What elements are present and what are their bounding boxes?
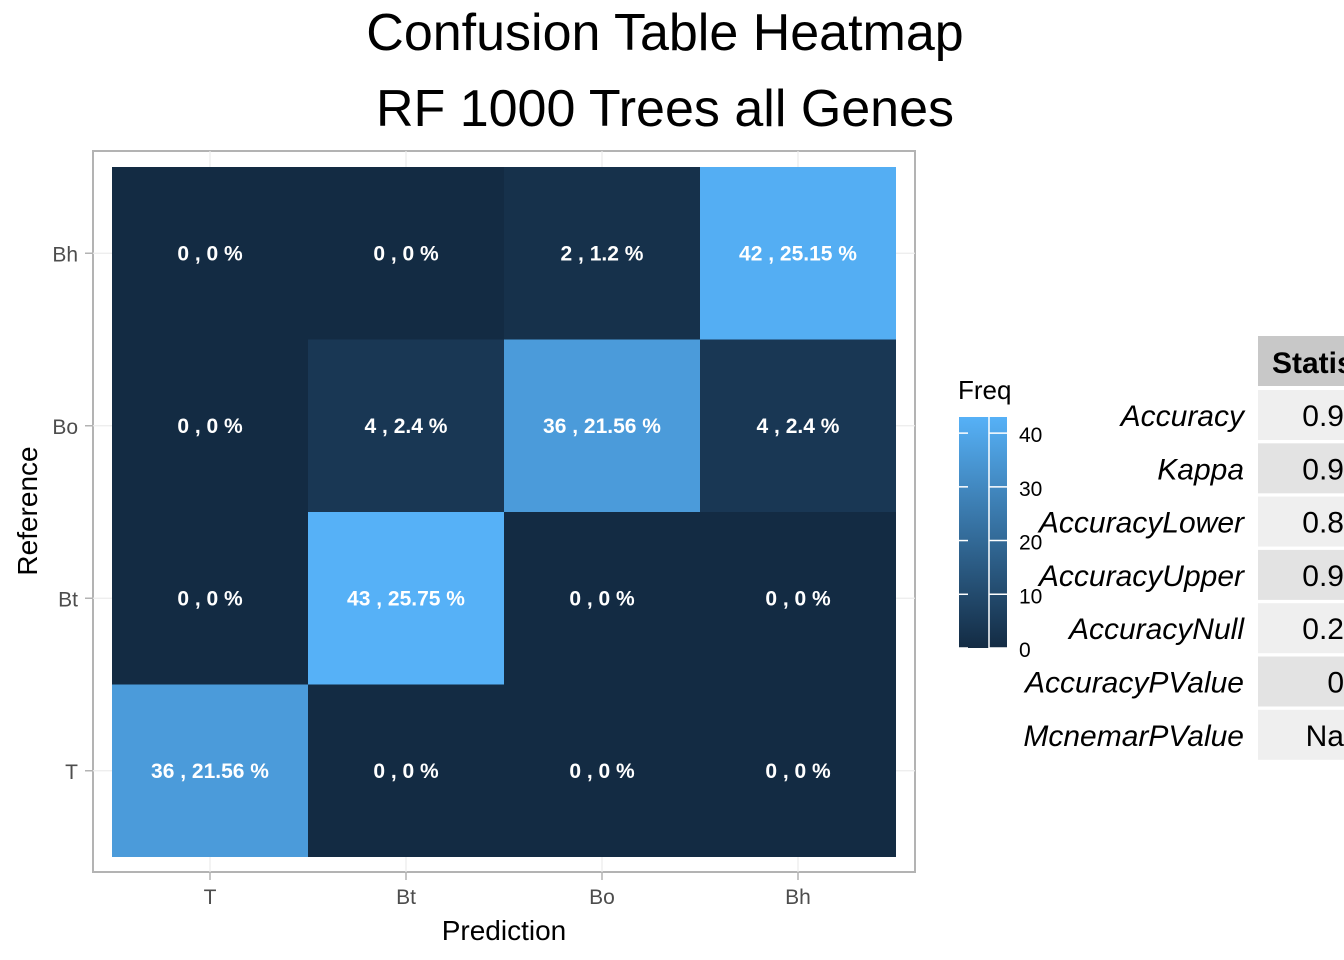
- tile-label: 0 , 0 %: [569, 587, 635, 610]
- stats-value-cell: [1258, 390, 1344, 440]
- tile-label: 4 , 2.4 %: [757, 415, 840, 438]
- chart-subtitle: RF 1000 Trees all Genes: [375, 80, 955, 138]
- legend-tick-label: 30: [1019, 478, 1042, 501]
- tile-label: 0 , 0 %: [177, 242, 243, 265]
- stats-header-cell: [1258, 336, 1344, 386]
- tile-label: 36 , 21.56 %: [543, 415, 661, 438]
- heatmap-tile: [504, 167, 700, 340]
- heatmap-tile: [504, 512, 700, 685]
- heatmap-tile: [112, 339, 308, 512]
- x-tick-label: Bt: [396, 886, 416, 909]
- stats-row-name: AccuracyUpper: [1037, 560, 1245, 593]
- heatmap-tile: [112, 512, 308, 685]
- heatmap-tile: [308, 684, 504, 857]
- tile-label: 36 , 21.56 %: [151, 760, 269, 783]
- y-tick-label: Bt: [58, 588, 78, 611]
- heatmap-tile: [700, 339, 896, 512]
- heatmap-tile: [700, 684, 896, 857]
- stats-row-name: AccuracyPValue: [1023, 667, 1244, 700]
- heatmap-tile: [700, 512, 896, 685]
- stats-row-value: 0.8: [1302, 507, 1344, 540]
- stats-value-cell: [1258, 656, 1344, 707]
- tile-label: 0 , 0 %: [177, 587, 243, 610]
- tile-label: 0 , 0 %: [765, 587, 831, 610]
- heatmap-tile: [308, 167, 504, 340]
- tile-label: 2 , 1.2 %: [561, 242, 644, 265]
- legend-tick-label: 10: [1019, 585, 1042, 608]
- stats-row-name: AccuracyLower: [1037, 507, 1245, 540]
- x-tick-label: T: [204, 886, 217, 909]
- stats-row-value: 0.9: [1302, 453, 1344, 486]
- stats-row-name: Kappa: [1157, 453, 1244, 486]
- stats-row-value: 0.2: [1302, 613, 1344, 646]
- heatmap-tile: [112, 684, 308, 857]
- heatmap-tile: [700, 167, 896, 340]
- x-tick-label: Bo: [589, 886, 615, 909]
- y-tick-label: Bh: [52, 243, 78, 266]
- stats-value-cell: [1258, 549, 1344, 600]
- y-axis-title: Reference: [12, 446, 43, 575]
- heatmap-tile: [504, 339, 700, 512]
- stats-row-name: McnemarPValue: [1023, 720, 1244, 753]
- stats-row-name: Accuracy: [1119, 400, 1246, 433]
- tile-label: 42 , 25.15 %: [739, 242, 857, 265]
- tile-label: 43 , 25.75 %: [347, 587, 465, 610]
- stats-row-value: 0: [1327, 667, 1344, 700]
- stats-row-value: 0.9: [1302, 400, 1344, 433]
- stats-value-cell: [1258, 709, 1344, 760]
- legend-colorbar: [959, 417, 1007, 648]
- stats-value-cell: [1258, 603, 1344, 654]
- legend-tick-label: 40: [1019, 424, 1042, 447]
- tile-label: 0 , 0 %: [373, 242, 439, 265]
- stats-row-value: Na: [1306, 720, 1344, 753]
- heatmap-tile: [308, 512, 504, 685]
- stats-row-value: 0.9: [1302, 560, 1344, 593]
- stats-row-name: AccuracyNull: [1067, 613, 1245, 646]
- legend-tick-label: 0: [1019, 639, 1031, 662]
- x-tick-label: Bh: [785, 886, 811, 909]
- tile-label: 4 , 2.4 %: [365, 415, 448, 438]
- y-tick-label: Bo: [52, 416, 78, 439]
- x-axis-title: Prediction: [442, 915, 567, 946]
- tile-label: 0 , 0 %: [569, 760, 635, 783]
- stats-value-cell: [1258, 443, 1344, 494]
- chart-title: Confusion Table Heatmap: [366, 4, 964, 62]
- heatmap-tile: [112, 167, 308, 340]
- heatmap-tile: [504, 684, 700, 857]
- stats-header: Statis: [1272, 347, 1344, 380]
- tile-label: 0 , 0 %: [765, 760, 831, 783]
- legend-title: Freq: [958, 375, 1011, 405]
- heatmap-tile: [308, 339, 504, 512]
- tile-label: 0 , 0 %: [373, 760, 439, 783]
- legend-tick-label: 20: [1019, 532, 1042, 555]
- stats-value-cell: [1258, 496, 1344, 547]
- y-tick-label: T: [65, 761, 78, 784]
- tile-label: 0 , 0 %: [177, 415, 243, 438]
